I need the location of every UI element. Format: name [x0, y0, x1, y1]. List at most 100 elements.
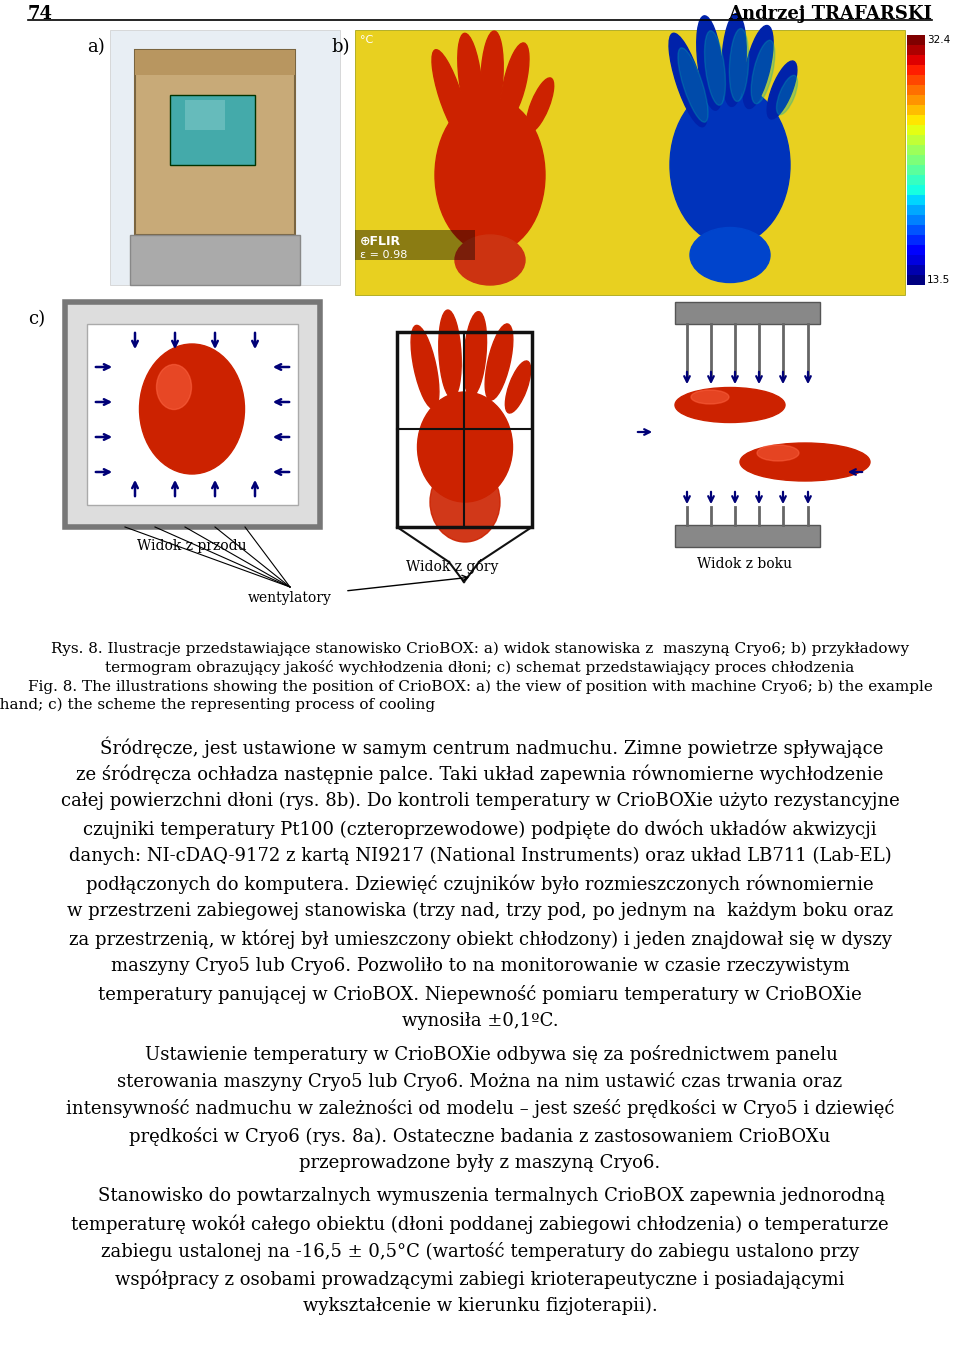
Bar — [907, 126, 925, 135]
Ellipse shape — [740, 443, 870, 481]
Bar — [907, 195, 925, 205]
Bar — [907, 75, 925, 85]
Text: całej powierzchni dłoni (rys. 8b). Do kontroli temperatury w CrioBOXie użyto rez: całej powierzchni dłoni (rys. 8b). Do ko… — [60, 792, 900, 810]
Ellipse shape — [730, 29, 749, 101]
Text: intensywność nadmuchu w zależności od modelu – jest sześć prędkości w Cryo5 i dz: intensywność nadmuchu w zależności od mo… — [65, 1100, 895, 1119]
Text: danych: NI-cDAQ-9172 z kartą NI9217 (National Instruments) oraz układ LB711 (Lab: danych: NI-cDAQ-9172 z kartą NI9217 (Nat… — [69, 847, 891, 865]
Bar — [907, 85, 925, 96]
Text: wykształcenie w kierunku fizjoterapii).: wykształcenie w kierunku fizjoterapii). — [302, 1296, 658, 1315]
Text: maszyny Cryo5 lub Cryo6. Pozwoliło to na monitorowanie w czasie rzeczywistym: maszyny Cryo5 lub Cryo6. Pozwoliło to na… — [110, 958, 850, 975]
Text: przeprowadzone były z maszyną Cryo6.: przeprowadzone były z maszyną Cryo6. — [300, 1154, 660, 1172]
Bar — [907, 165, 925, 175]
Bar — [397, 332, 532, 527]
Bar — [87, 324, 298, 505]
Bar — [130, 235, 300, 285]
Bar — [907, 66, 925, 75]
Text: Ustawienie temperatury w CrioBOXie odbywa się za pośrednictwem panelu: Ustawienie temperatury w CrioBOXie odbyw… — [122, 1045, 838, 1064]
Text: sterowania maszyny Cryo5 lub Cryo6. Można na nim ustawić czas trwania oraz: sterowania maszyny Cryo5 lub Cryo6. Możn… — [117, 1072, 843, 1091]
Bar — [355, 30, 905, 295]
Ellipse shape — [675, 388, 785, 422]
Text: Rys. 8. Ilustracje przedstawiające stanowisko CrioBOX: a) widok stanowiska z  ma: Rys. 8. Ilustracje przedstawiające stano… — [51, 642, 909, 657]
Bar — [907, 36, 925, 45]
Bar — [907, 135, 925, 145]
Ellipse shape — [670, 85, 790, 245]
Bar — [907, 145, 925, 154]
Ellipse shape — [722, 14, 746, 107]
Bar — [907, 275, 925, 285]
Bar — [907, 45, 925, 55]
Ellipse shape — [505, 361, 531, 413]
Text: termogram obrazujący jakość wychłodzenia dłoni; c) schemat przedstawiający proce: termogram obrazujący jakość wychłodzenia… — [106, 660, 854, 675]
Text: temperaturę wokół całego obiektu (dłoni poddanej zabiegowi chłodzenia) o tempera: temperaturę wokół całego obiektu (dłoni … — [71, 1214, 889, 1233]
Text: a): a) — [87, 38, 105, 56]
Text: w przestrzeni zabiegowej stanowiska (trzy nad, trzy pod, po jednym na  każdym bo: w przestrzeni zabiegowej stanowiska (trz… — [67, 902, 893, 921]
Text: prędkości w Cryo6 (rys. 8a). Ostateczne badania z zastosowaniem CrioBOXu: prędkości w Cryo6 (rys. 8a). Ostateczne … — [130, 1127, 830, 1146]
Bar — [907, 175, 925, 184]
Ellipse shape — [430, 462, 500, 542]
Text: 74: 74 — [28, 5, 53, 23]
Bar — [907, 255, 925, 265]
Text: podłączonych do komputera. Dziewięć czujników było rozmieszczonych równomiernie: podłączonych do komputera. Dziewięć czuj… — [86, 874, 874, 893]
Bar — [907, 235, 925, 245]
Ellipse shape — [705, 31, 726, 105]
Bar — [907, 115, 925, 126]
Bar — [907, 205, 925, 214]
Text: Widok z przodu: Widok z przodu — [137, 540, 247, 553]
Bar — [675, 302, 820, 324]
Ellipse shape — [526, 78, 554, 133]
Bar — [135, 51, 295, 235]
Text: °C: °C — [360, 36, 373, 45]
Text: temperatury panującej w CrioBOX. Niepewność pomiaru temperatury w CrioBOXie: temperatury panującej w CrioBOX. Niepewn… — [98, 985, 862, 1004]
Bar — [907, 225, 925, 235]
Ellipse shape — [691, 391, 729, 404]
Ellipse shape — [139, 344, 245, 474]
Ellipse shape — [777, 75, 798, 115]
Ellipse shape — [455, 235, 525, 285]
Ellipse shape — [767, 61, 797, 119]
Text: zabiegu ustalonej na -16,5 ± 0,5°C (wartość temperatury do zabiegu ustalono przy: zabiegu ustalonej na -16,5 ± 0,5°C (wart… — [101, 1242, 859, 1261]
Text: za przestrzenią, w której był umieszczony obiekt chłodzony) i jeden znajdował si: za przestrzenią, w której był umieszczon… — [68, 929, 892, 949]
Ellipse shape — [697, 16, 723, 111]
Ellipse shape — [439, 310, 461, 398]
Ellipse shape — [481, 31, 503, 119]
Bar — [907, 265, 925, 275]
Text: Śródręcze, jest ustawione w samym centrum nadmuchu. Zimne powietrze spływające: Śródręcze, jest ustawione w samym centru… — [77, 738, 883, 758]
Text: 32.4: 32.4 — [927, 36, 950, 45]
Text: ze śródręcza ochładza następnie palce. Taki układ zapewnia równomierne wychłodze: ze śródręcza ochładza następnie palce. T… — [76, 765, 884, 784]
Text: c): c) — [28, 310, 45, 328]
Text: współpracy z osobami prowadzącymi zabiegi krioterapeutyczne i posiadającymi: współpracy z osobami prowadzącymi zabieg… — [115, 1269, 845, 1290]
Text: b): b) — [331, 38, 350, 56]
Text: 13.5: 13.5 — [927, 275, 950, 285]
Bar — [170, 96, 255, 165]
Ellipse shape — [501, 42, 529, 122]
Text: Widok z góry: Widok z góry — [406, 559, 498, 574]
Bar — [907, 55, 925, 66]
Bar — [907, 214, 925, 225]
Ellipse shape — [743, 26, 773, 108]
Bar — [185, 100, 225, 130]
Ellipse shape — [757, 445, 799, 460]
Bar — [135, 51, 295, 75]
Bar — [907, 96, 925, 105]
Ellipse shape — [669, 33, 707, 127]
Text: wynosiła ±0,1ºC.: wynosiła ±0,1ºC. — [401, 1012, 559, 1030]
Ellipse shape — [432, 49, 468, 141]
Bar — [907, 105, 925, 115]
Bar — [907, 184, 925, 195]
Text: czujniki temperatury Pt100 (czteroprzewodowe) podpięte do dwóch układów akwizycj: czujniki temperatury Pt100 (czteroprzewo… — [84, 820, 876, 839]
Text: ε = 0.98: ε = 0.98 — [360, 250, 407, 260]
Text: Stanowisko do powtarzalnych wymuszenia termalnych CrioBOX zapewnia jednorodną: Stanowisko do powtarzalnych wymuszenia t… — [75, 1187, 885, 1205]
Text: wentylatory: wentylatory — [248, 591, 332, 605]
Bar — [110, 30, 340, 285]
Ellipse shape — [411, 325, 439, 408]
Text: ⊕FLIR: ⊕FLIR — [360, 235, 401, 249]
Bar — [907, 154, 925, 165]
Ellipse shape — [458, 33, 482, 123]
Text: Widok z boku: Widok z boku — [697, 557, 793, 571]
Ellipse shape — [678, 48, 708, 122]
Ellipse shape — [418, 392, 513, 501]
Text: Fig. 8. The illustrations showing the position of CrioBOX: a) the view of positi: Fig. 8. The illustrations showing the po… — [28, 680, 933, 694]
Ellipse shape — [464, 311, 487, 396]
Bar — [675, 525, 820, 546]
Ellipse shape — [156, 365, 191, 410]
